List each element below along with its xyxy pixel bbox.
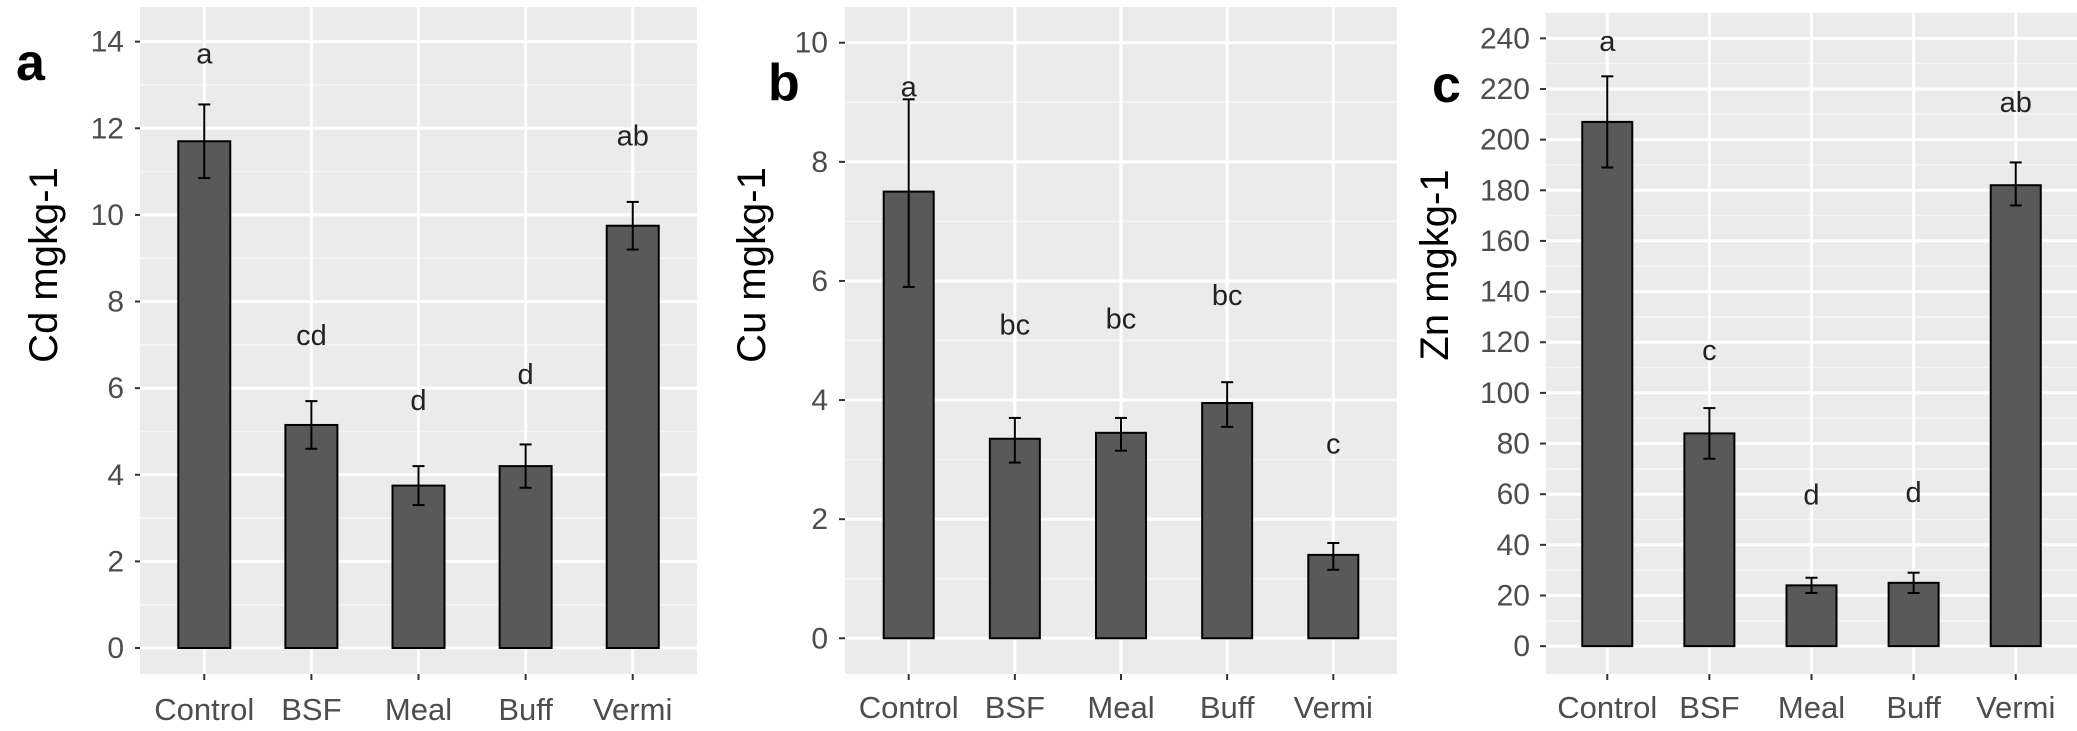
- significance-letter: bc: [1106, 304, 1137, 336]
- y-tick-label: 220: [1480, 73, 1530, 106]
- y-tick-label: 12: [91, 112, 124, 145]
- x-tick-label: BSF: [281, 692, 341, 727]
- significance-letter: a: [196, 38, 213, 70]
- bar-vermi: [605, 224, 660, 650]
- y-axis-label-b: Cu mgkg-1: [730, 167, 774, 363]
- y-tick-label: 40: [1497, 529, 1530, 562]
- significance-letter: c: [1326, 429, 1341, 461]
- bar-buff: [1201, 402, 1254, 640]
- y-tick-label: 0: [1513, 630, 1530, 663]
- bar-vermi: [1989, 184, 2042, 648]
- y-tick-label: 8: [107, 286, 124, 319]
- significance-letter: a: [901, 71, 918, 103]
- x-tick-label: Meal: [385, 692, 452, 727]
- significance-letter: d: [1803, 479, 1819, 511]
- y-tick-label: 4: [107, 459, 124, 492]
- y-tick-label: 240: [1480, 22, 1530, 55]
- y-tick-label: 6: [107, 372, 124, 405]
- bar-meal: [1095, 431, 1147, 640]
- y-tick-label: 160: [1480, 225, 1530, 258]
- x-tick-label: Vermi: [1976, 690, 2055, 725]
- significance-letter: d: [518, 359, 534, 391]
- plot-area-c: 0 20 40 60 80 100 120 140 160 180 200 220 240 a Contro…: [1480, 13, 2077, 725]
- x-tick-label: BSF: [1679, 690, 1739, 725]
- significance-letter: bc: [1212, 280, 1243, 312]
- y-axis-label-c: Zn mgkg-1: [1413, 169, 1457, 360]
- panel-a: a Cd mgkg-1 0 2 4 6 8 10 12 14 a Control cd BSF d Mea…: [16, 7, 697, 727]
- panel-label-b: b: [768, 54, 800, 112]
- x-tick-label: Buff: [1200, 690, 1255, 725]
- bar-bsf: [284, 423, 339, 650]
- y-tick-label: 4: [811, 384, 828, 417]
- x-tick-label: Control: [1557, 690, 1657, 725]
- plot-area-a: 0 2 4 6 8 10 12 14 a Control cd BSF d Meal d Buff ab Verm…: [91, 7, 697, 727]
- plot-area-b: 0 2 4 6 8 10 a Control bc BSF bc Meal bc Buff c Vermi: [795, 7, 1397, 725]
- significance-letter: d: [410, 385, 426, 417]
- x-tick-label: Control: [859, 690, 959, 725]
- x-tick-label: Control: [154, 692, 254, 727]
- panel-c: c Zn mgkg-1 0 20 40 60 80 100 120 140 160 180 200 2…: [1413, 13, 2077, 725]
- bar-control: [1581, 120, 1634, 648]
- x-tick-label: Buff: [498, 692, 553, 727]
- panel-label-a: a: [16, 34, 46, 92]
- x-tick-label: BSF: [985, 690, 1045, 725]
- x-tick-label: Vermi: [1294, 690, 1373, 725]
- y-tick-label: 8: [811, 146, 828, 179]
- bar-meal: [1785, 584, 1838, 648]
- significance-letter: bc: [1000, 310, 1031, 342]
- y-tick-label: 140: [1480, 276, 1530, 309]
- bar-bsf: [1683, 432, 1736, 648]
- y-axis-label-a: Cd mgkg-1: [22, 167, 66, 363]
- y-tick-label: 100: [1480, 377, 1530, 410]
- significance-letter: ab: [2000, 87, 2032, 119]
- y-tick-label: 10: [91, 199, 124, 232]
- significance-letter: d: [1906, 477, 1922, 509]
- y-tick-label: 10: [795, 27, 828, 60]
- significance-letter: cd: [296, 320, 327, 352]
- y-tick-label: 120: [1480, 326, 1530, 359]
- y-tick-label: 200: [1480, 124, 1530, 157]
- bar-meal: [391, 484, 446, 650]
- x-tick-label: Meal: [1778, 690, 1845, 725]
- significance-letter: c: [1702, 335, 1717, 367]
- bar-control: [177, 140, 232, 650]
- panel-b: b Cu mgkg-1 0 2 4 6 8 10 a Control bc BSF bc Meal bc…: [730, 7, 1397, 725]
- bar-bsf: [988, 437, 1041, 640]
- y-tick-label: 0: [811, 622, 828, 655]
- bar-buff: [498, 465, 553, 650]
- y-tick-label: 2: [107, 545, 124, 578]
- x-tick-label: Vermi: [593, 692, 672, 727]
- y-tick-label: 6: [811, 265, 828, 298]
- x-tick-label: Meal: [1087, 690, 1154, 725]
- y-tick-label: 180: [1480, 174, 1530, 207]
- x-tick-label: Buff: [1886, 690, 1941, 725]
- y-tick-label: 80: [1497, 428, 1530, 461]
- significance-letter: a: [1599, 26, 1616, 58]
- panel-label-c: c: [1432, 56, 1461, 114]
- significance-letter: ab: [617, 121, 649, 153]
- y-tick-label: 14: [91, 26, 124, 59]
- y-tick-label: 0: [107, 632, 124, 665]
- y-tick-label: 20: [1497, 579, 1530, 612]
- y-tick-label: 60: [1497, 478, 1530, 511]
- y-tick-label: 2: [811, 503, 828, 536]
